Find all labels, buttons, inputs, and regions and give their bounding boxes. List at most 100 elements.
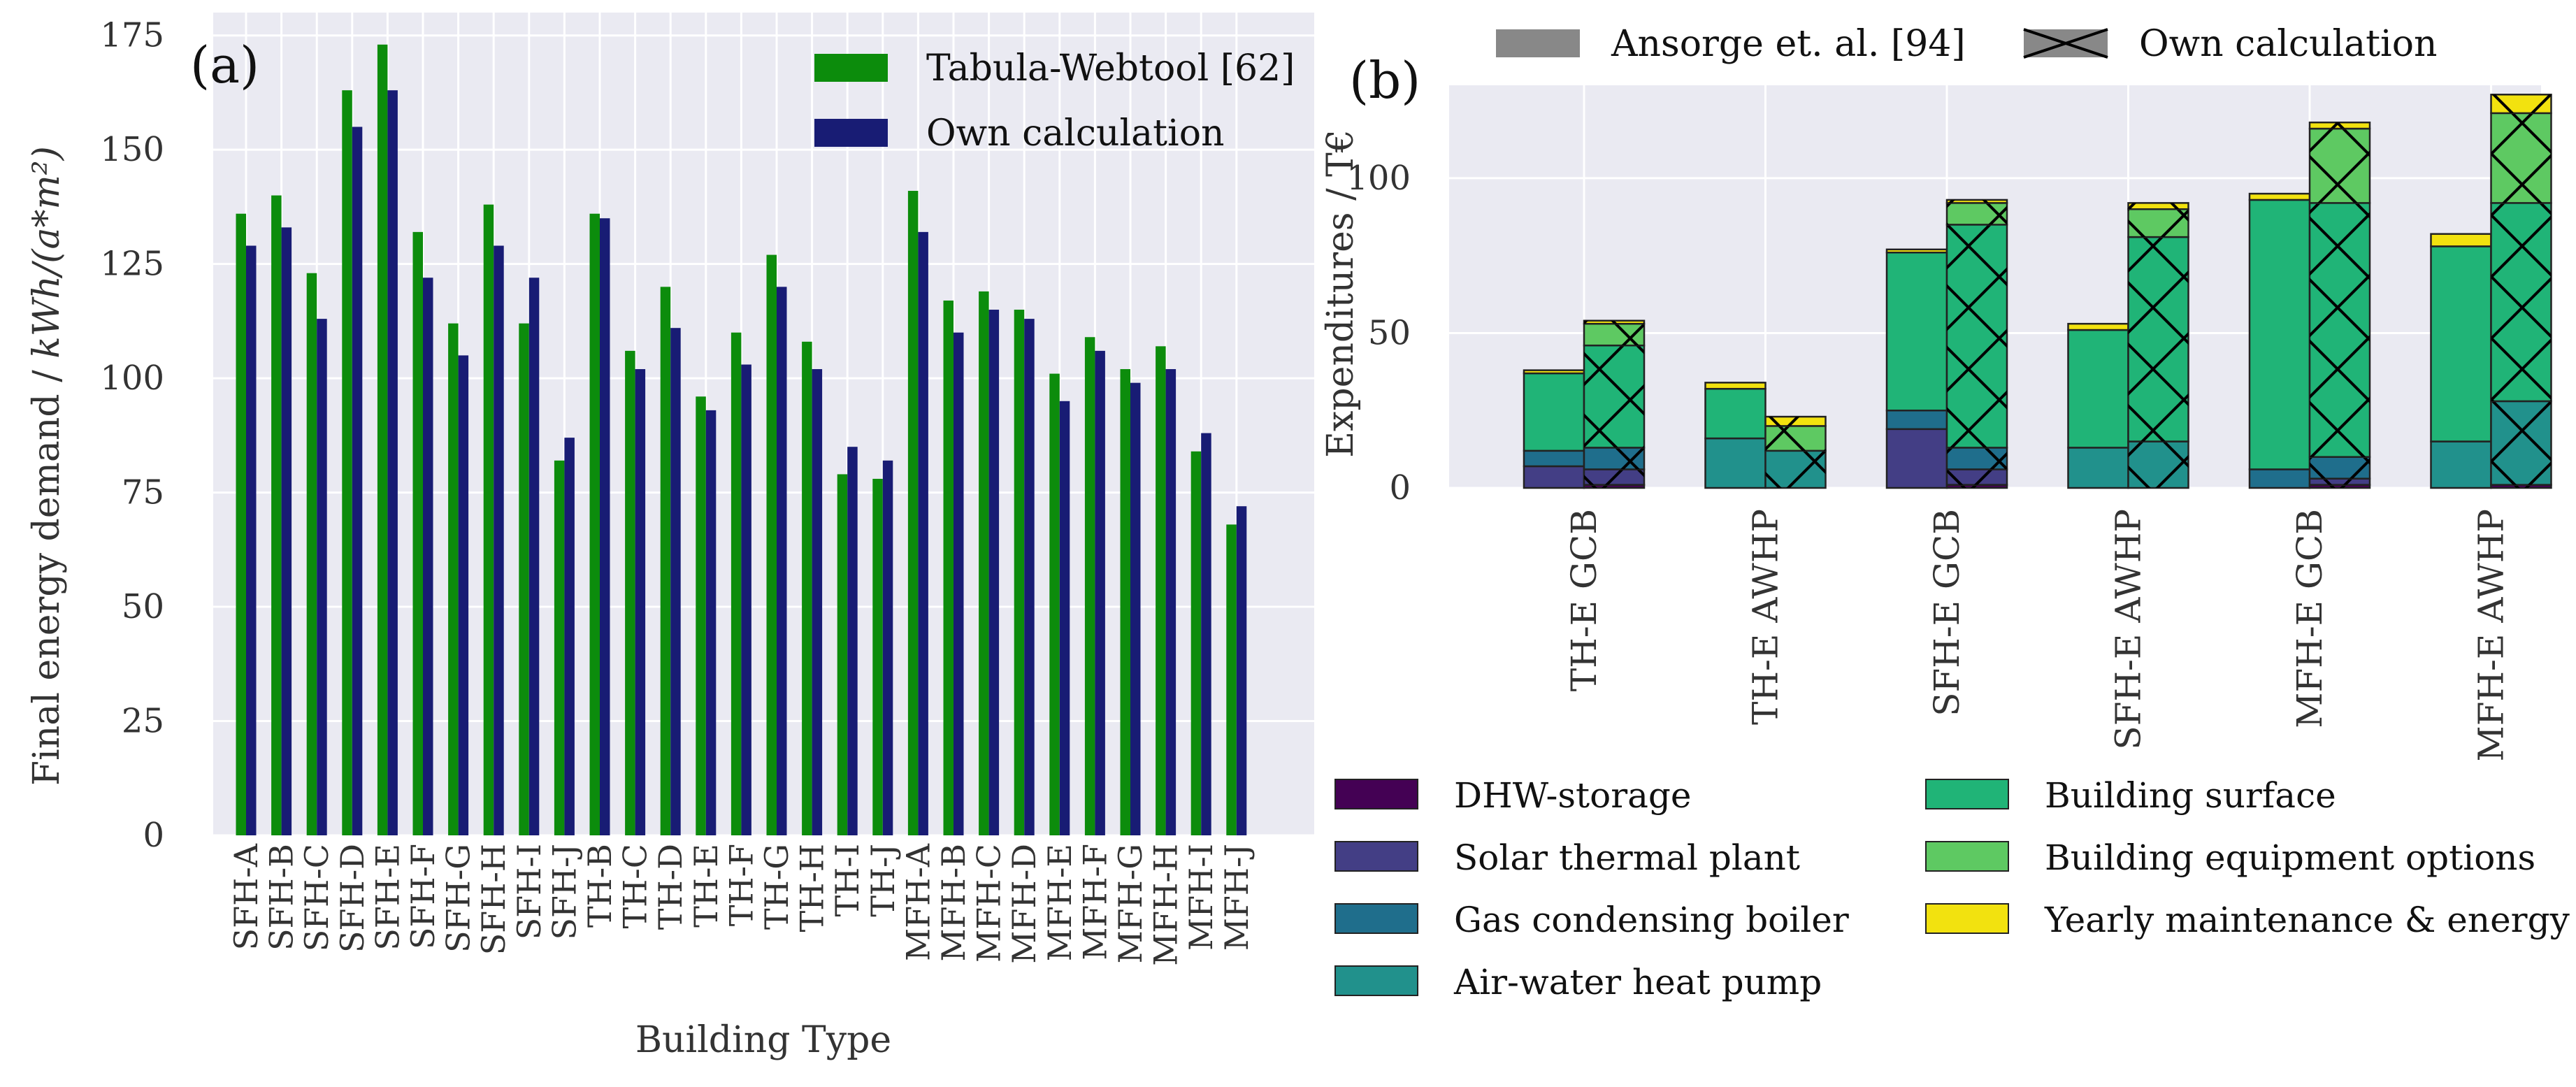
legend-swatch-solar-thermal-plant [1334, 841, 1418, 872]
bar-segment-own-sfh-e-awhp-air-water-heat-pump-hatch [2128, 441, 2189, 488]
x-tick-label: TH-C [617, 844, 654, 929]
bar-own-calculation-sfh-a [246, 245, 257, 835]
legend-label-tabula-webtool-62: Tabula-Webtool [62] [926, 48, 1295, 89]
bar-tabula-webtool-62-sfh-b [271, 195, 282, 835]
y-axis-label-unit: kWh/(a*m²) [26, 146, 68, 359]
bar-own-calculation-sfh-b [281, 227, 292, 836]
bar-own-calculation-mfh-g [1130, 382, 1141, 835]
x-tick-label: MFH-F [1076, 844, 1114, 960]
bar-own-calculation-th-j [882, 460, 893, 835]
bar-tabula-webtool-62-th-j [872, 478, 883, 835]
bar-tabula-webtool-62-mfh-f [1084, 337, 1095, 835]
legend-swatch-dhw-storage [1334, 779, 1418, 809]
bar-segment-own-th-e-gcb-yearly-maintenance-energy-hatch [1584, 320, 1644, 324]
legend-swatch-ansorge-et-al-94 [1496, 29, 1580, 57]
bar-segment-ansorge-sfh-e-awhp-air-water-heat-pump [2067, 447, 2129, 489]
bar-own-calculation-th-b [600, 218, 610, 835]
bar-segment-own-mfh-e-awhp-building-surface-hatch [2491, 203, 2552, 401]
x-tick-label: TH-E GCB [1564, 509, 1604, 691]
legend-label-air-water-heat-pump: Air-water heat pump [1453, 962, 1822, 1002]
bar-segment-own-mfh-e-gcb-gas-condensing-boiler-hatch [2310, 456, 2370, 479]
bar-segment-own-mfh-e-awhp-dhw-storage-hatch [2491, 484, 2552, 488]
x-tick-label: MFH-G [1111, 844, 1149, 963]
bar-tabula-webtool-62-sfh-a [236, 213, 246, 835]
panel-b: 0 50 100 TH-E GCB TH-E AWHP SFH-E GCB SFH-E A… [1320, 23, 2570, 1002]
bar-tabula-webtool-62-mfh-b [943, 300, 954, 835]
bar-segment-ansorge-th-e-gcb-yearly-maintenance-energy [1523, 369, 1585, 375]
y-tick-label: 100 [100, 359, 164, 398]
x-tick-label: TH-I [828, 844, 866, 917]
legend-swatch-gas-condensing-boiler [1334, 903, 1418, 934]
x-tick-label: SFH-D [333, 844, 371, 953]
bar-tabula-webtool-62-th-f [731, 332, 742, 835]
x-tick-label: TH-H [793, 844, 831, 932]
bar-segment-ansorge-mfh-e-awhp-yearly-maintenance-energy [2430, 233, 2492, 247]
legend-label-yearly-maintenance-energy: Yearly maintenance & energy [2044, 900, 2570, 940]
bar-tabula-webtool-62-sfh-e [377, 44, 388, 836]
legend-label-gas-condensing-boiler: Gas condensing boiler [1454, 900, 1849, 940]
y-tick-label: 175 [100, 16, 164, 55]
x-tick-label: SFH-G [440, 844, 477, 953]
bar-tabula-webtool-62-th-h [802, 341, 812, 835]
bar-own-calculation-sfh-d [352, 127, 363, 835]
bar-own-calculation-sfh-f [423, 278, 433, 835]
x-tick-label: MFH-I [1182, 844, 1220, 951]
bar-segment-own-th-e-gcb-dhw-storage-hatch [1584, 484, 1644, 488]
plot-b-y-axis-label: Expenditures / T€ [1320, 129, 1362, 458]
y-tick-label: 100 [1346, 159, 1411, 198]
y-tick-label: 0 [143, 816, 164, 855]
bar-tabula-webtool-62-th-b [589, 213, 600, 835]
x-tick-label: SFH-C [298, 844, 336, 951]
legend-swatch-building-surface [1925, 779, 2009, 809]
plot-b-bars [1523, 94, 2552, 489]
bar-tabula-webtool-62-sfh-h [483, 204, 494, 836]
legend-label-ansorge-et-al-94: Ansorge et. al. [94] [1611, 23, 1966, 65]
y-tick-label: 50 [1368, 313, 1411, 352]
bar-segment-own-sfh-e-awhp-building-surface-hatch [2128, 237, 2189, 442]
x-tick-label: SFH-H [475, 844, 512, 955]
x-tick-label: TH-B [581, 844, 619, 928]
x-tick-label: MFH-B [935, 844, 972, 961]
y-tick-label: 75 [122, 473, 164, 512]
bar-own-calculation-sfh-h [494, 245, 504, 835]
x-tick-label: TH-E [687, 844, 725, 928]
bar-segment-ansorge-sfh-e-awhp-yearly-maintenance-energy [2067, 322, 2129, 331]
legend-label-own-calculation: Own calculation [2139, 23, 2438, 65]
bar-tabula-webtool-62-mfh-g [1120, 369, 1130, 835]
x-tick-label: TH-J [864, 844, 902, 917]
bar-tabula-webtool-62-sfh-i [519, 323, 529, 836]
x-tick-label: SFH-I [510, 844, 548, 940]
bar-segment-ansorge-sfh-e-gcb-building-surface [1885, 252, 1948, 412]
bar-segment-ansorge-mfh-e-awhp-air-water-heat-pump [2430, 440, 2492, 489]
x-tick-label: MFH-E AWHP [2471, 509, 2512, 762]
legend-label-building-surface: Building surface [2045, 775, 2336, 816]
x-tick-label: MFH-D [1005, 844, 1043, 964]
bar-segment-ansorge-mfh-e-gcb-building-surface [2248, 199, 2311, 470]
bar-own-calculation-mfh-c [988, 310, 1000, 835]
bar-segment-own-sfh-e-gcb-solar-thermal-plant-hatch [1947, 469, 2007, 485]
x-tick-label: TH-G [758, 844, 796, 930]
bar-tabula-webtool-62-th-i [837, 474, 848, 835]
bar-segment-own-sfh-e-awhp-yearly-maintenance-energy-hatch [2128, 203, 2189, 210]
plot-b-x-ticks: TH-E GCB TH-E AWHP SFH-E GCB SFH-E AWHP MFH-… [1564, 509, 2512, 762]
bar-tabula-webtool-62-sfh-c [306, 273, 317, 835]
bar-segment-own-sfh-e-gcb-dhw-storage-hatch [1947, 484, 2007, 488]
bar-tabula-webtool-62-mfh-c [979, 291, 989, 836]
x-tick-label: SFH-E AWHP [2108, 509, 2149, 750]
bar-segment-own-mfh-e-awhp-yearly-maintenance-energy-hatch [2491, 94, 2552, 113]
x-tick-label: TH-D [652, 844, 689, 930]
x-tick-label: SFH-A [227, 843, 265, 950]
bar-own-calculation-sfh-e [387, 90, 398, 835]
bar-tabula-webtool-62-mfh-a [907, 191, 919, 835]
x-tick-label: MFH-E GCB [2289, 509, 2330, 728]
bar-segment-ansorge-th-e-gcb-solar-thermal-plant [1523, 465, 1585, 489]
bar-own-calculation-sfh-j [564, 438, 575, 835]
bar-segment-own-sfh-e-gcb-building-surface-hatch [1947, 224, 2007, 448]
bar-segment-own-mfh-e-awhp-building-equipment-options-hatch [2491, 113, 2552, 203]
y-tick-label: 150 [100, 130, 164, 169]
x-tick-label: MFH-C [970, 844, 1008, 963]
y-tick-label: 25 [122, 702, 164, 741]
bar-segment-own-th-e-awhp-air-water-heat-pump-hatch [1765, 450, 1826, 488]
bar-segment-own-sfh-e-gcb-gas-condensing-boiler-hatch [1947, 447, 2007, 470]
bar-tabula-webtool-62-th-g [766, 254, 777, 835]
